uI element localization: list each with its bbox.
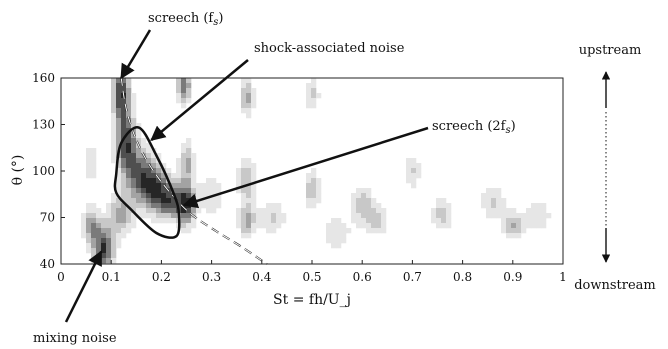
downstream-label: downstream [574, 278, 656, 293]
annotation-screech-2fs: screech (2fs) [432, 119, 516, 136]
x-axis-label: St = fh/U_j [273, 292, 351, 308]
y-tick-label: 40 [40, 257, 55, 271]
annotation-arrow-shock-noise [150, 59, 249, 141]
y-axis: 40 70 100 130 160 [32, 71, 65, 271]
x-tick-label: 0.1 [102, 270, 121, 284]
y-axis-label: θ (°) [10, 155, 26, 186]
upstream-label: upstream [579, 43, 642, 58]
annotation-screech-fs: screech (fs) [148, 11, 223, 28]
annotation-arrow-screech-2fs [182, 126, 429, 209]
x-tick-label: 0.9 [503, 270, 522, 284]
annotation-shock-associated-noise: shock-associated noise [254, 41, 405, 56]
x-tick-label: 0.6 [353, 270, 372, 284]
heatmap-layer [81, 78, 552, 264]
x-tick-label: 0 [57, 270, 65, 284]
x-tick-label: 0.8 [453, 270, 472, 284]
annotation-arrow-mixing-noise [64, 250, 103, 323]
annotation-arrow-screech-fs [120, 29, 152, 80]
annotation-mixing-noise: mixing noise [33, 331, 117, 346]
y-tick-label: 100 [32, 164, 55, 178]
screech-trend-dashed-line-white [120, 77, 268, 265]
y-tick-label: 70 [40, 211, 55, 225]
x-tick-label: 0.5 [302, 270, 321, 284]
y-tick-label: 160 [32, 71, 55, 85]
x-tick-label: 0.2 [152, 270, 171, 284]
x-tick-label: 0.4 [252, 270, 271, 284]
x-tick-label: 1 [559, 270, 567, 284]
x-axis: 0 0.1 0.2 0.3 0.4 0.5 0.6 0.7 0.8 0.9 1 [57, 260, 567, 284]
y-tick-label: 130 [32, 118, 55, 132]
shock-noise-contour [113, 126, 181, 239]
x-tick-label: 0.7 [403, 270, 422, 284]
x-tick-label: 0.3 [202, 270, 221, 284]
annotation-arrows [64, 29, 429, 323]
